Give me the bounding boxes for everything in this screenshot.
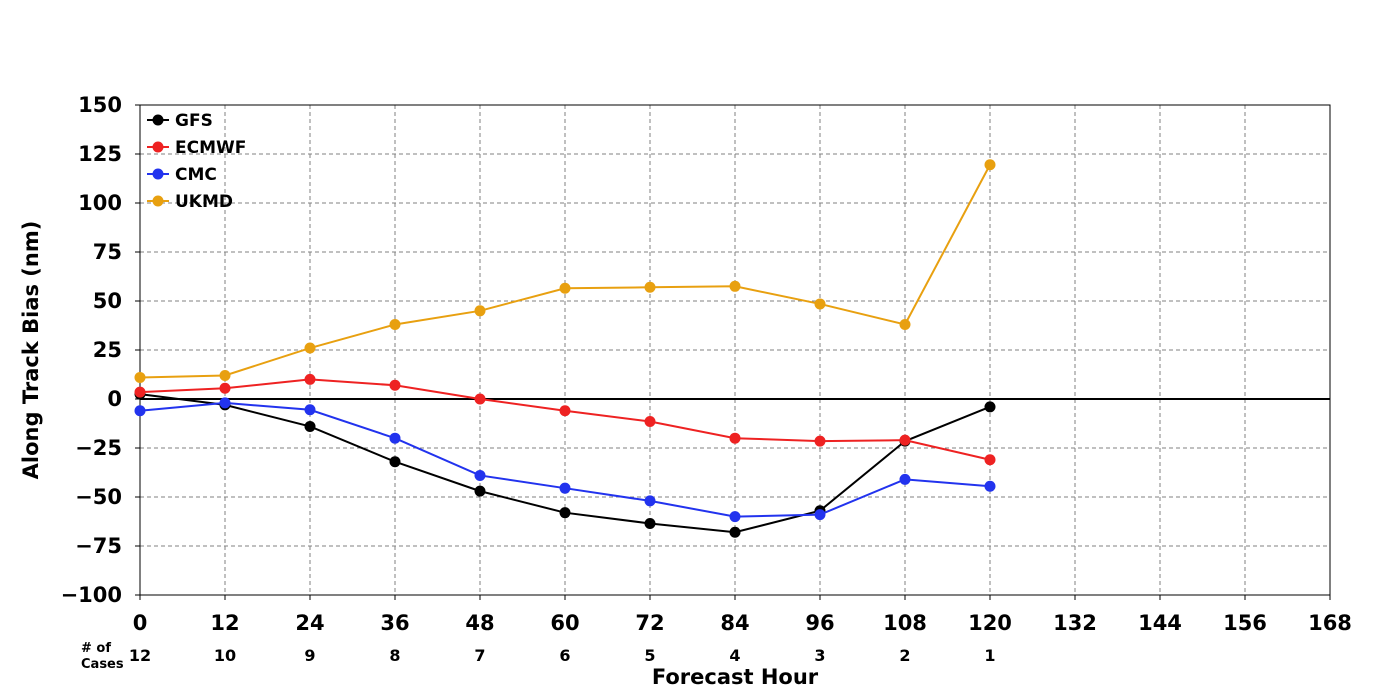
data-point-ukmd [219, 369, 231, 381]
data-point-ukmd [134, 371, 146, 383]
x-tick-label: 120 [968, 611, 1012, 635]
data-point-cmc [304, 404, 316, 416]
case-count-label: 3 [814, 646, 825, 665]
y-tick-label: 125 [78, 142, 122, 166]
case-count-label: 5 [644, 646, 655, 665]
x-tick-label: 12 [210, 611, 239, 635]
data-point-cmc [644, 495, 656, 507]
data-point-cmc [899, 473, 911, 485]
case-count-label: 8 [389, 646, 400, 665]
data-point-gfs [389, 456, 401, 468]
data-point-gfs [559, 507, 571, 519]
x-tick-labels: 0 12 24 36 48 60 72 84 96 108 120 132 144 156 168 [133, 595, 1352, 635]
legend-marker-ukmd [152, 195, 164, 207]
x-tick-label: 60 [550, 611, 579, 635]
legend-marker-ecmwf [152, 141, 164, 153]
cases-title: # of Cases [81, 641, 124, 672]
case-count-label: 1 [984, 646, 995, 665]
series-group [134, 159, 996, 538]
legend-label-ecmwf: ECMWF [175, 138, 246, 158]
data-point-ecmwf [559, 405, 571, 417]
y-axis-title: Along Track Bias (nm) [19, 221, 43, 480]
case-count-label: 4 [729, 646, 740, 665]
x-axis-title: Forecast Hour [652, 665, 819, 689]
data-point-ukmd [474, 305, 486, 317]
case-count-label: 10 [214, 646, 236, 665]
data-point-cmc [984, 480, 996, 492]
data-point-gfs [474, 485, 486, 497]
data-point-ukmd [984, 159, 996, 171]
legend: GFS ECMWF CMC UKMD [147, 111, 246, 212]
x-tick-label: 72 [635, 611, 664, 635]
case-count-label: 6 [559, 646, 570, 665]
data-point-ukmd [389, 319, 401, 331]
case-count-label: 12 [129, 646, 151, 665]
legend-label-ukmd: UKMD [175, 192, 233, 212]
data-point-ecmwf [219, 382, 231, 394]
data-point-ukmd [304, 342, 316, 354]
data-point-cmc [219, 397, 231, 409]
y-tick-label: 75 [93, 240, 122, 264]
case-count-label: 2 [899, 646, 910, 665]
y-tick-label: 150 [78, 93, 122, 117]
data-point-ukmd [899, 319, 911, 331]
data-point-cmc [474, 469, 486, 481]
legend-label-gfs: GFS [175, 111, 213, 131]
data-point-ecmwf [389, 379, 401, 391]
data-point-ecmwf [814, 435, 826, 447]
x-tick-label: 168 [1308, 611, 1352, 635]
x-tick-label: 144 [1138, 611, 1182, 635]
case-count-label: 9 [304, 646, 315, 665]
data-point-gfs [729, 526, 741, 538]
legend-label-cmc: CMC [175, 165, 217, 185]
data-point-ukmd [559, 282, 571, 294]
y-tick-label: −100 [61, 583, 122, 607]
x-tick-label: 24 [295, 611, 324, 635]
y-tick-labels: 150 125 100 75 50 25 0 −25 −50 −75 −100 [61, 93, 140, 607]
data-point-ecmwf [899, 434, 911, 446]
y-tick-label: 100 [78, 191, 122, 215]
data-point-gfs [984, 401, 996, 413]
y-tick-label: 50 [93, 289, 122, 313]
data-point-ecmwf [729, 432, 741, 444]
data-point-cmc [389, 432, 401, 444]
data-point-gfs [304, 420, 316, 432]
data-point-ecmwf [304, 373, 316, 385]
data-point-ecmwf [474, 393, 486, 405]
data-point-ukmd [644, 281, 656, 293]
x-tick-label: 0 [133, 611, 148, 635]
data-point-cmc [134, 405, 146, 417]
data-point-cmc [729, 511, 741, 523]
x-tick-label: 84 [720, 611, 749, 635]
case-count-label: 7 [474, 646, 485, 665]
case-counts: 12 10 9 8 7 6 5 4 3 2 1 [129, 646, 996, 665]
x-tick-label: 36 [380, 611, 409, 635]
data-point-gfs [644, 517, 656, 529]
data-point-ecmwf [984, 454, 996, 466]
x-tick-label: 48 [465, 611, 494, 635]
x-tick-label: 96 [805, 611, 834, 635]
data-point-cmc [814, 509, 826, 521]
legend-marker-gfs [152, 114, 164, 126]
y-tick-label: −25 [75, 436, 122, 460]
data-point-cmc [559, 482, 571, 494]
data-point-ecmwf [644, 416, 656, 428]
y-tick-label: 0 [107, 387, 122, 411]
x-tick-label: 108 [883, 611, 927, 635]
y-tick-label: 25 [93, 338, 122, 362]
x-tick-label: 132 [1053, 611, 1097, 635]
legend-marker-cmc [152, 168, 164, 180]
data-point-ukmd [729, 280, 741, 292]
y-tick-label: −50 [75, 485, 122, 509]
data-point-ukmd [814, 298, 826, 310]
data-point-ecmwf [134, 386, 146, 398]
y-tick-label: −75 [75, 534, 122, 558]
x-tick-label: 156 [1223, 611, 1267, 635]
